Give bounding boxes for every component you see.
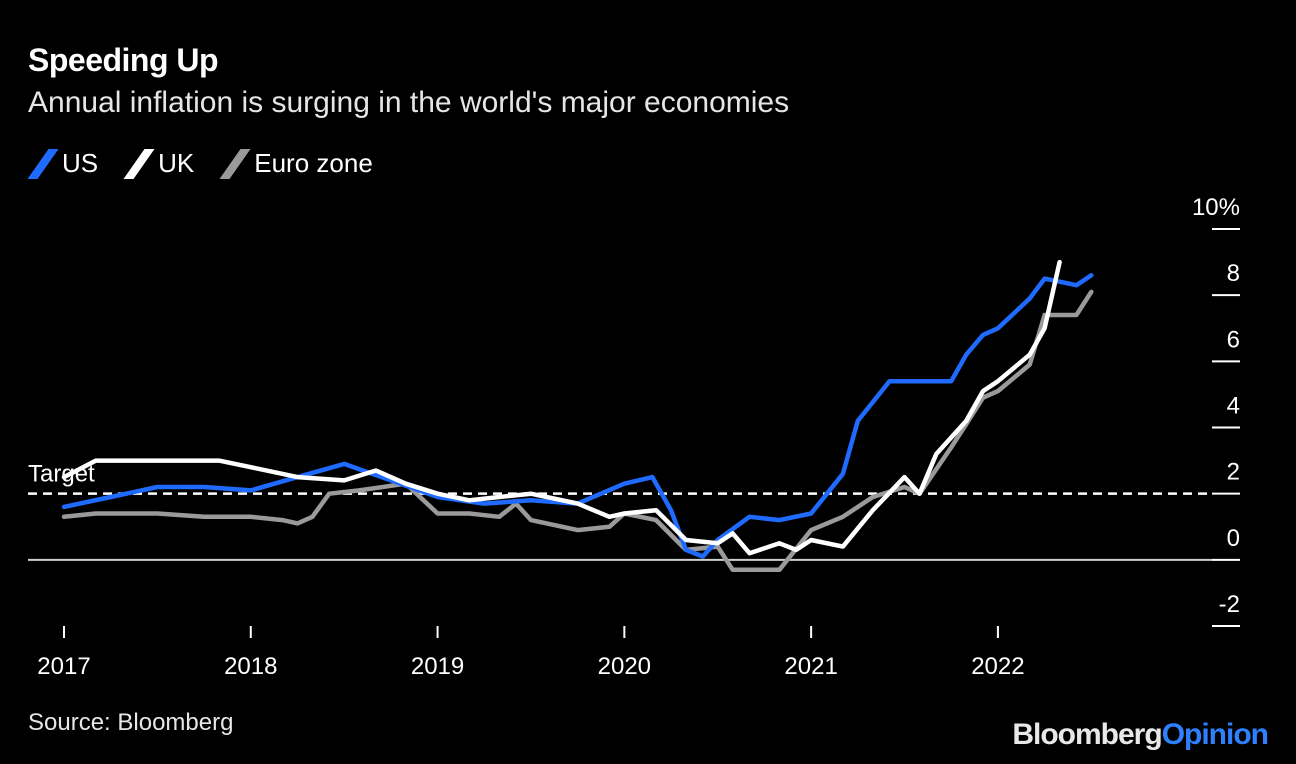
y-tick-label-6: 6 bbox=[1227, 326, 1240, 353]
y-tick-label--2: -2 bbox=[1219, 591, 1240, 618]
y-tick-label-0: 0 bbox=[1227, 525, 1240, 552]
brand-bloomberg: Bloomberg bbox=[1012, 718, 1162, 751]
legend-label-us: US bbox=[62, 148, 99, 178]
x-tick-label-2020: 2020 bbox=[598, 653, 651, 680]
legend-label-eurozone: Euro zone bbox=[254, 148, 373, 178]
x-tick-label-2021: 2021 bbox=[784, 653, 837, 680]
legend-label-uk: UK bbox=[158, 148, 195, 178]
brand-opinion: Opinion bbox=[1161, 718, 1269, 751]
series-line-us bbox=[61, 273, 1094, 559]
chart-title: Speeding Up bbox=[28, 42, 219, 78]
x-tick-label-2018: 2018 bbox=[224, 653, 277, 680]
legend-item-uk: UK bbox=[123, 148, 195, 179]
series-line-uk bbox=[61, 259, 1062, 556]
legend-item-us: US bbox=[27, 148, 99, 179]
chart-subtitle: Annual inflation is surging in the world… bbox=[28, 86, 790, 119]
x-tick-label-2022: 2022 bbox=[971, 653, 1024, 680]
x-tick-label-2019: 2019 bbox=[411, 653, 464, 680]
y-tick-label-2: 2 bbox=[1227, 459, 1240, 486]
brand-logo: BloombergOpinion bbox=[1012, 718, 1269, 752]
x-tick-label-2017: 2017 bbox=[37, 653, 90, 680]
series-line-euro-zone bbox=[61, 289, 1094, 573]
y-tick-label-10: 10% bbox=[1192, 194, 1240, 221]
legend-item-eurozone: Euro zone bbox=[219, 148, 373, 179]
legend: US UK Euro zone bbox=[27, 148, 399, 179]
source-note: Source: Bloomberg bbox=[28, 709, 234, 736]
y-tick-label-8: 8 bbox=[1227, 260, 1240, 287]
y-tick-label-4: 4 bbox=[1227, 393, 1240, 420]
